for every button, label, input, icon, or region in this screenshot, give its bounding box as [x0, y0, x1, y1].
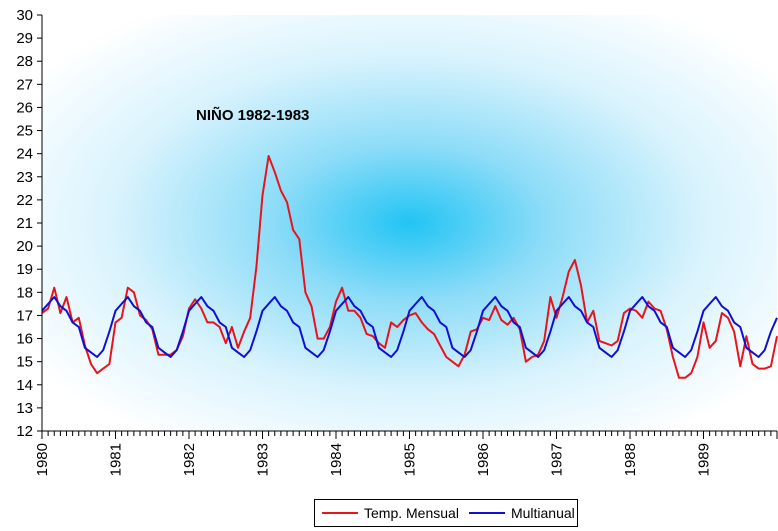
- y-tick-label: 30: [16, 7, 33, 24]
- y-tick-label: 22: [16, 192, 33, 209]
- y-tick-label: 16: [16, 331, 33, 348]
- legend-item-temp-mensual: Temp. Mensual: [322, 505, 459, 521]
- x-tick-label: 1985: [402, 443, 419, 476]
- plot-background: [42, 15, 777, 431]
- series-temp-mensual-line: [41, 155, 778, 379]
- nino-annotation: NIÑO 1982-1983: [196, 106, 309, 124]
- y-tick-label: 26: [16, 99, 33, 116]
- y-tick-label: 25: [16, 123, 33, 140]
- legend-swatch-temp-mensual: [322, 512, 358, 514]
- y-tick-label: 20: [16, 238, 33, 255]
- legend-label-temp-mensual: Temp. Mensual: [364, 505, 459, 521]
- x-tick-label: 1982: [181, 443, 198, 476]
- y-tick-label: 18: [16, 284, 33, 301]
- x-tick-label: 1984: [328, 443, 345, 476]
- legend: Temp. Mensual Multianual: [314, 499, 578, 527]
- y-tick-label: 28: [16, 53, 33, 70]
- x-tick-label: 1983: [255, 443, 272, 476]
- y-tick-label: 13: [16, 400, 33, 417]
- legend-swatch-multianual: [468, 512, 505, 514]
- y-tick-label: 29: [16, 30, 33, 47]
- y-tick-label: 27: [16, 76, 33, 93]
- y-tick-label: 23: [16, 169, 33, 186]
- x-tick-label: 1986: [475, 443, 492, 476]
- legend-item-multianual: Multianual: [468, 505, 575, 521]
- x-tick-label: 1987: [549, 443, 566, 476]
- x-tick-label: 1981: [108, 443, 125, 476]
- y-tick-label: 12: [16, 423, 33, 440]
- axis-ticks: 12 13 14 15 16 17 18 19 20 21 22 23 24 25 26 27 28 29 30 19…: [16, 7, 778, 476]
- legend-label-multianual: Multianual: [510, 505, 575, 521]
- series-lines: [41, 155, 778, 379]
- x-tick-label: 1988: [622, 443, 639, 476]
- x-tick-label: 1989: [696, 443, 713, 476]
- y-tick-label: 14: [16, 377, 33, 394]
- y-tick-label: 15: [16, 354, 33, 371]
- x-tick-label: 1980: [34, 443, 51, 476]
- y-tick-label: 17: [16, 307, 33, 324]
- y-tick-label: 24: [16, 146, 33, 163]
- y-tick-label: 21: [16, 215, 33, 232]
- series-multianual-line: [41, 296, 778, 358]
- y-tick-label: 19: [16, 261, 33, 278]
